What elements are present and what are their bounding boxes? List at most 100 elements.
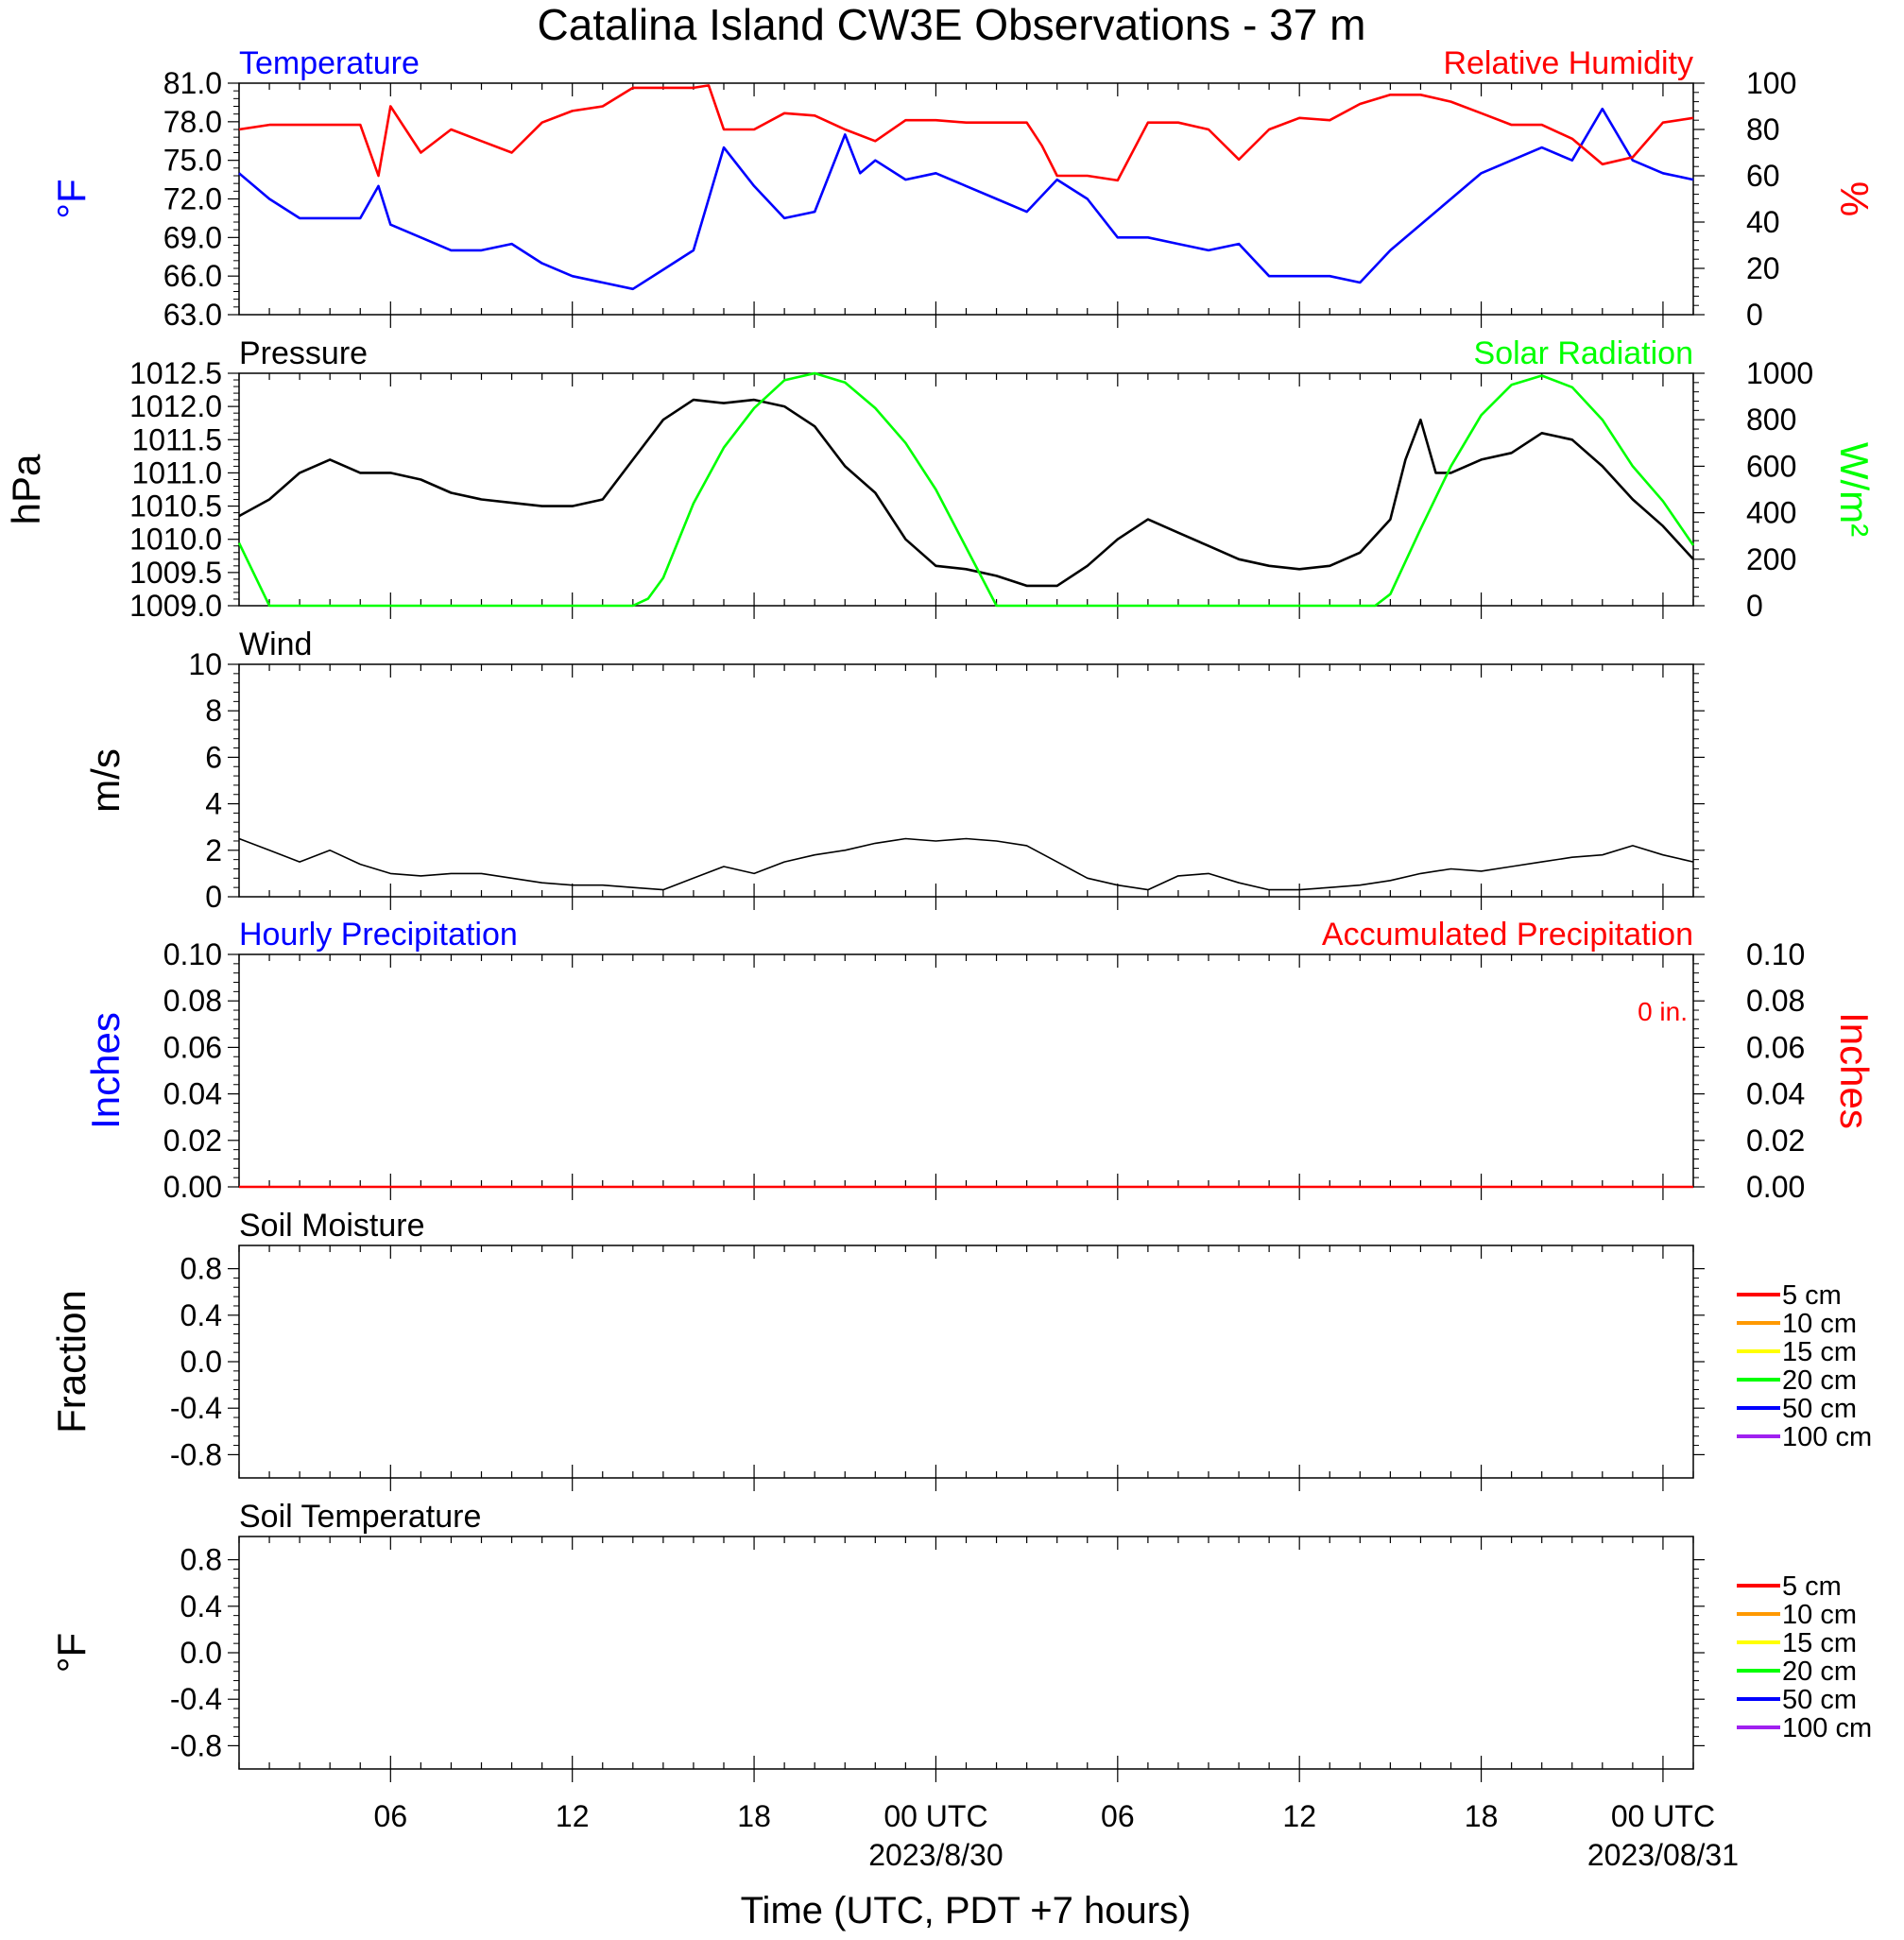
panel-title-left: Pressure [239, 335, 368, 371]
y-left-tick-label: 1012.5 [129, 356, 222, 390]
x-tick-label: 06 [374, 1799, 408, 1833]
y-left-tick-label: -0.8 [170, 1437, 222, 1471]
y-left-tick-label: 10 [188, 647, 222, 681]
y-left-tick-label: -0.4 [170, 1391, 222, 1425]
x-tick-label: 06 [1101, 1799, 1135, 1833]
y-left-tick-label: 0.02 [163, 1124, 222, 1158]
y-right-tick-label: 0.08 [1746, 984, 1805, 1018]
panel-title-left: Wind [239, 627, 312, 662]
y-left-tick-label: 6 [205, 740, 222, 774]
time-axis-labels: 06 12 18 00 UTC 06 12 18 00 UTC 2023/8/30 2023/08… [374, 1799, 1740, 1872]
y-left-tick-label: 0.04 [163, 1077, 222, 1111]
x-tick-label: 18 [737, 1799, 771, 1833]
y-right-tick-label: 0.04 [1746, 1077, 1805, 1111]
y-axis-title-left: Fraction [49, 1290, 94, 1434]
y-right-tick-label: 600 [1746, 449, 1796, 483]
legend-label: 20 cm [1782, 1657, 1857, 1687]
panel-precipitation: 0.10 0.08 0.06 0.04 0.02 0.00 0.10 0.08 0.06 0.04… [83, 917, 1877, 1204]
series-line-solar-radiation [237, 371, 1695, 608]
plot-frame [238, 663, 1694, 898]
y-right-tick-label: 100 [1746, 66, 1796, 100]
y-axis-title-right: Inches [1832, 1012, 1877, 1129]
y-right-tick-label: 80 [1746, 112, 1780, 146]
y-left-tick-label: 75.0 [163, 144, 222, 178]
panel-title-right: Relative Humidity [1443, 45, 1693, 81]
panel-title-left: Hourly Precipitation [239, 917, 518, 953]
y-left-tick-label: 1011.0 [132, 455, 223, 489]
legend-label: 50 cm [1782, 1394, 1857, 1424]
y-right-tick-label: 0 [1746, 589, 1763, 623]
legend-label: 100 cm [1782, 1713, 1872, 1743]
y-left-tick-label: 8 [205, 694, 222, 728]
y-right-tick-label: 800 [1746, 403, 1796, 437]
y-left-tick-label: 66.0 [163, 259, 222, 293]
y-left-tick-label: 0.0 [180, 1345, 222, 1379]
x-date-label: 2023/8/30 [868, 1838, 1003, 1872]
page-title: Catalina Island CW3E Observations - 37 m [538, 0, 1366, 49]
y-left-tick-label: 0.08 [163, 984, 222, 1018]
y-left-tick-label: 0.4 [180, 1589, 222, 1623]
y-left-tick-label: 1011.5 [132, 422, 223, 456]
y-left-tick-label: 69.0 [163, 220, 222, 254]
y-right-tick-label: 0.06 [1746, 1030, 1805, 1064]
legend-label: 15 cm [1782, 1337, 1857, 1367]
y-axis-title-left: °F [49, 179, 94, 218]
series-line-relative-humidity [238, 84, 1694, 182]
x-tick-label: 00 UTC [883, 1799, 987, 1833]
y-axis-title-left: m/s [83, 748, 128, 813]
panel-title-left: Temperature [239, 45, 420, 81]
panel-temperature-humidity: 81.0 78.0 75.0 72.0 69.0 66.0 63.0 100 80 60 40 20 0… [49, 45, 1877, 332]
y-left-tick-label: 1010.5 [129, 489, 222, 524]
y-left-tick-label: 1009.0 [129, 589, 222, 623]
precip-annotation: 0 in. [1638, 997, 1688, 1026]
y-left-tick-label: 2 [205, 833, 222, 867]
panel-title-right: Accumulated Precipitation [1322, 917, 1693, 953]
legend-label: 100 cm [1782, 1422, 1872, 1452]
panel-title-left: Soil Moisture [239, 1208, 425, 1244]
panel-title-left: Soil Temperature [239, 1499, 481, 1535]
legend-label: 20 cm [1782, 1365, 1857, 1396]
y-left-tick-label: 0.4 [180, 1298, 222, 1332]
plot-frame [238, 1536, 1694, 1770]
series-line-pressure [238, 398, 1694, 588]
y-left-tick-label: 0.8 [180, 1252, 222, 1286]
legend-label: 10 cm [1782, 1600, 1857, 1630]
panel-title-right: Solar Radiation [1474, 335, 1693, 371]
y-right-tick-label: 60 [1746, 159, 1780, 193]
x-axis-title: Time (UTC, PDT +7 hours) [741, 1890, 1192, 1931]
plot-frame [238, 372, 1694, 607]
y-left-tick-label: 0.0 [180, 1636, 222, 1670]
y-left-tick-label: 0.10 [163, 937, 222, 971]
y-axis-title-right: % [1832, 181, 1877, 216]
chart-panels: 81.078.075.072.069.066.063.0100806040200… [4, 45, 1877, 1782]
y-axis-title-left: Inches [83, 1012, 128, 1129]
y-left-tick-label: 72.0 [163, 182, 222, 216]
x-tick-label: 12 [1282, 1799, 1316, 1833]
plot-frame [238, 953, 1694, 1188]
series-line-wind [238, 837, 1694, 891]
y-left-tick-label: 1010.0 [129, 523, 222, 557]
y-left-tick-label: 0.06 [163, 1030, 222, 1064]
y-right-tick-label: 400 [1746, 496, 1796, 530]
y-right-tick-label: 40 [1746, 205, 1780, 239]
panel-wind: 10 8 6 4 2 0 Wind m/s [83, 627, 1705, 914]
y-left-tick-label: -0.4 [170, 1682, 222, 1716]
y-right-tick-label: 0.10 [1746, 937, 1805, 971]
panel-pressure-solar: 1012.51012.01011.51011.01010.51010.01009… [4, 335, 1877, 623]
legend-label: 15 cm [1782, 1628, 1857, 1658]
y-left-tick-label: 0 [205, 880, 222, 914]
y-right-tick-label: 200 [1746, 542, 1796, 576]
legend-label: 5 cm [1782, 1280, 1842, 1311]
y-right-tick-label: 0 [1746, 298, 1763, 332]
y-left-tick-label: 0.00 [163, 1170, 222, 1204]
y-right-tick-label: 0.02 [1746, 1124, 1805, 1158]
series-line-temperature [238, 107, 1694, 291]
y-left-tick-label: 81.0 [163, 66, 222, 100]
x-tick-label: 18 [1465, 1799, 1499, 1833]
y-left-tick-label: 1009.5 [129, 556, 222, 590]
y-left-tick-label: 4 [205, 787, 222, 821]
legend-label: 50 cm [1782, 1685, 1857, 1715]
y-axis-title-left: hPa [4, 454, 48, 524]
